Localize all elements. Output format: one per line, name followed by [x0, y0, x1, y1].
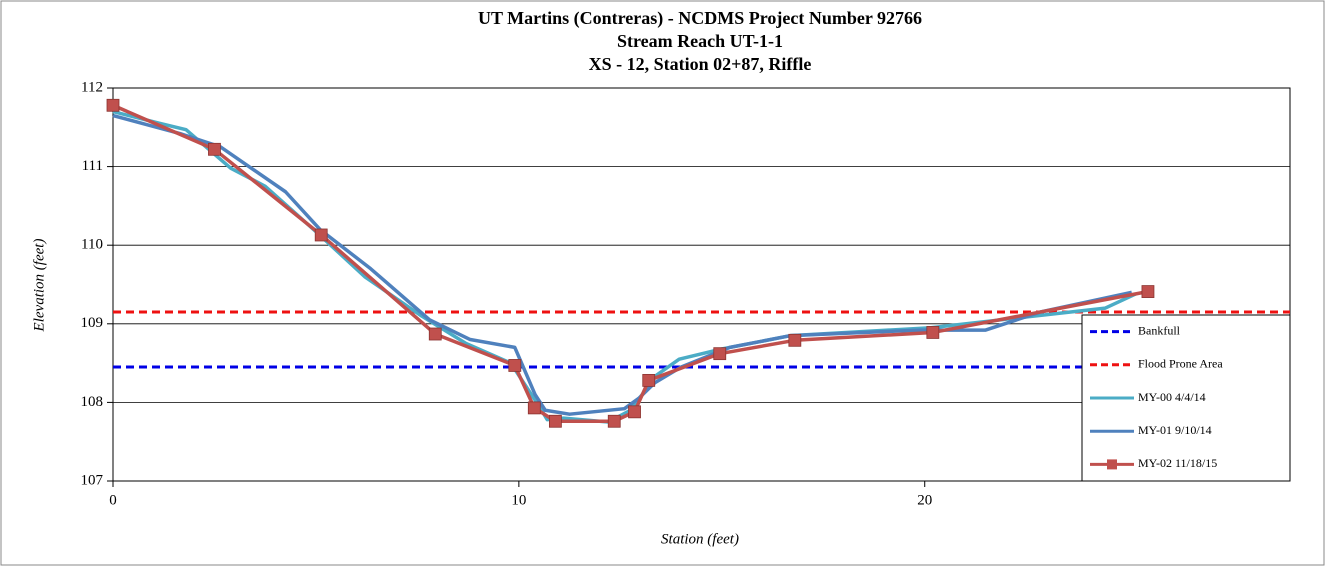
- legend-marker: [1107, 459, 1117, 470]
- series-marker: [508, 359, 522, 372]
- series-marker: [788, 333, 802, 347]
- y-tick-label: 112: [81, 79, 103, 95]
- y-tick-label: 109: [81, 315, 104, 331]
- series-marker: [106, 98, 120, 112]
- legend-label: MY-00 4/4/14: [1138, 390, 1206, 404]
- series-marker: [628, 405, 641, 419]
- y-axis-title: Elevation (feet): [31, 239, 47, 333]
- chart-title: UT Martins (Contreras) - NCDMS Project N…: [478, 8, 922, 29]
- y-tick-label: 111: [82, 158, 103, 174]
- series-marker: [926, 326, 940, 339]
- series-marker: [208, 142, 221, 156]
- legend-label: Bankfull: [1138, 323, 1181, 337]
- series-line: [112, 103, 1149, 424]
- x-axis-title: Station (feet): [661, 531, 739, 547]
- series-marker: [642, 373, 656, 387]
- y-tick-label: 110: [81, 237, 103, 253]
- series-marker: [607, 414, 621, 428]
- series-marker: [428, 327, 442, 341]
- series-marker: [713, 347, 727, 361]
- series-marker: [548, 414, 562, 428]
- legend: Bankfull Flood Prone Area MY-00 4/4/14 MY-0…: [1081, 314, 1291, 482]
- y-tick-label: 107: [81, 472, 104, 488]
- series-marker: [314, 228, 328, 242]
- series-line: [112, 113, 1133, 416]
- chart-title: Stream Reach UT-1-1: [617, 31, 783, 51]
- y-tick-label: 108: [81, 394, 104, 410]
- x-tick-label: 0: [109, 492, 117, 508]
- series-marker: [527, 401, 541, 415]
- legend-label: MY-02 11/18/15: [1138, 456, 1217, 470]
- chart-title: XS - 12, Station 02+87, Riffle: [589, 54, 812, 74]
- legend-label: Flood Prone Area: [1138, 357, 1223, 371]
- series-marker: [1141, 285, 1155, 298]
- x-tick-label: 20: [917, 492, 932, 508]
- legend-label: MY-01 9/10/14: [1138, 423, 1212, 437]
- x-tick-label: 10: [511, 492, 526, 508]
